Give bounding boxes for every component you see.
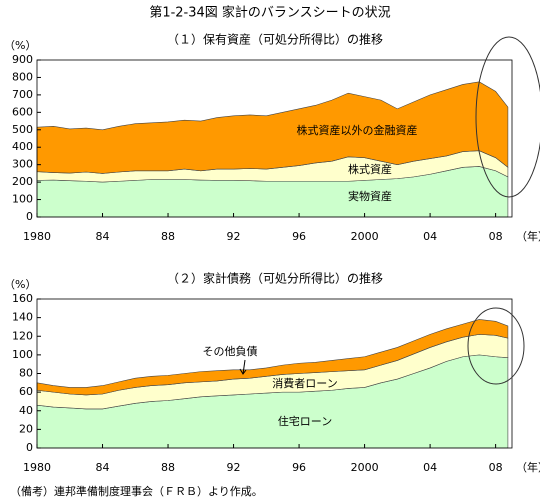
x-tick-label: 08	[489, 461, 503, 474]
series-label: 消費者ローン	[272, 376, 337, 390]
series-label: 株式資産	[348, 162, 392, 176]
x-tick-label: 1980	[23, 461, 51, 474]
y-tick-label: 700	[12, 88, 33, 101]
x-tick-label: 88	[161, 461, 175, 474]
y-tick-label: 60	[19, 385, 33, 398]
series-label: 住宅ローン	[278, 414, 332, 428]
y-tick-label: 800	[12, 70, 33, 83]
series-label: その他負債	[203, 344, 258, 358]
x-tick-label: 2000	[351, 461, 379, 474]
x-tick-label: 96	[292, 230, 306, 243]
y-tick-label: 400	[12, 140, 33, 153]
chart-subtitle: （２）家計債務（可処分所得比）の推移	[167, 271, 383, 286]
highlight-ellipse	[467, 307, 525, 385]
x-tick-label: 96	[292, 461, 306, 474]
x-tick-label: 04	[423, 461, 437, 474]
y-tick-label: 20	[19, 422, 33, 435]
x-axis-label: （年）	[516, 229, 540, 243]
y-tick-label: 0	[26, 441, 33, 454]
y-tick-label: 100	[12, 348, 33, 361]
y-tick-label: 40	[19, 404, 33, 417]
y-tick-label: 160	[12, 292, 33, 305]
y-tick-label: 200	[12, 175, 33, 188]
y-axis-label: （%）	[4, 39, 36, 52]
y-tick-label: 100	[12, 193, 33, 206]
y-tick-label: 0	[26, 210, 33, 223]
x-axis-label: （年）	[516, 460, 540, 474]
x-tick-label: 2000	[351, 230, 379, 243]
x-tick-label: 92	[227, 230, 241, 243]
area	[36, 81, 509, 174]
x-tick-label: 92	[227, 461, 241, 474]
label-arrow	[242, 359, 246, 375]
y-tick-label: 300	[12, 158, 33, 171]
footnote: （備考）連邦準備制度理事会（ＦＲＢ）より作成。	[10, 484, 263, 498]
y-tick-label: 600	[12, 105, 33, 118]
y-tick-label: 140	[12, 311, 33, 324]
area	[36, 319, 509, 396]
x-tick-label: 84	[96, 230, 110, 243]
y-tick-label: 80	[19, 367, 33, 380]
page-title: 第1-2-34図 家計のバランスシートの状況	[149, 5, 390, 21]
y-tick-label: 120	[12, 329, 33, 342]
y-tick-label: 900	[12, 53, 33, 66]
series-label: 株式資産以外の金融資産	[297, 123, 418, 137]
y-axis-label: （%）	[4, 278, 36, 291]
x-tick-label: 1980	[23, 230, 51, 243]
x-tick-label: 08	[489, 230, 503, 243]
x-tick-label: 88	[161, 230, 175, 243]
x-tick-label: 04	[423, 230, 437, 243]
y-tick-label: 500	[12, 123, 33, 136]
plot-frame	[36, 59, 513, 218]
x-tick-label: 84	[96, 461, 110, 474]
highlight-ellipse	[475, 36, 540, 198]
chart-subtitle: （１）保有資産（可処分所得比）の推移	[167, 32, 383, 47]
arrow-head	[239, 368, 247, 375]
series-label: 実物資産	[348, 189, 392, 203]
